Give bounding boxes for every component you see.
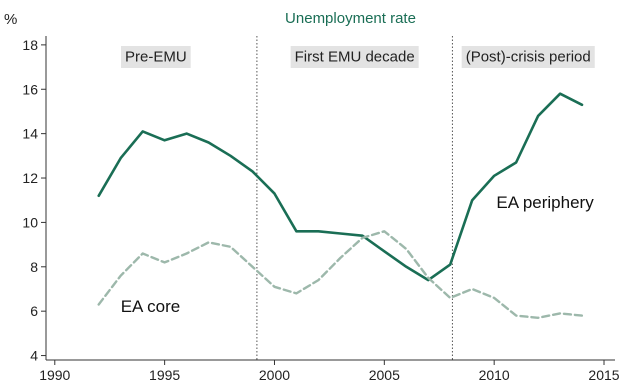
x-tick-label: 2005	[369, 367, 400, 383]
period-label-3: (Post)-crisis period	[466, 49, 591, 66]
x-tick-label: 2000	[259, 367, 290, 383]
y-tick-label: 4	[30, 348, 38, 364]
series-lines	[97, 92, 584, 319]
period-box-2	[290, 46, 419, 68]
series-label-ea-core: EA core	[121, 297, 181, 316]
chart-title: Unemployment rate	[285, 10, 416, 27]
y-tick-label: 10	[22, 214, 38, 230]
period-backgrounds	[121, 46, 595, 68]
series-line-ea-core	[97, 230, 584, 319]
y-tick-label: 8	[30, 259, 38, 275]
series-label-ea-periphery: EA periphery	[496, 193, 594, 212]
x-tick-label: 2010	[479, 367, 510, 383]
x-tick-label: 1990	[39, 367, 70, 383]
series-line-ea-periphery	[97, 92, 584, 282]
period-label-1: Pre-EMU	[125, 49, 187, 66]
y-tick-label: 12	[22, 170, 38, 186]
period-box-3	[461, 46, 595, 68]
y-tick-label: 6	[30, 303, 38, 319]
y-tick-label: 14	[22, 126, 38, 142]
period-dividers	[256, 36, 453, 360]
period-box-1	[121, 46, 191, 68]
x-tick-label: 1995	[149, 367, 180, 383]
y-tick-label: 16	[22, 81, 38, 97]
period-label-2: First EMU decade	[295, 49, 415, 66]
y-axis-label: %	[4, 11, 17, 28]
y-tick-label: 18	[22, 37, 38, 53]
x-tick-label: 2015	[588, 367, 619, 383]
axes: 4 6 8 10 12 14 16 18 1990 1995 2000 2005 2010 2015	[22, 36, 620, 383]
chart-labels: Pre-EMU First EMU decade (Post)-crisis per…	[4, 10, 594, 316]
